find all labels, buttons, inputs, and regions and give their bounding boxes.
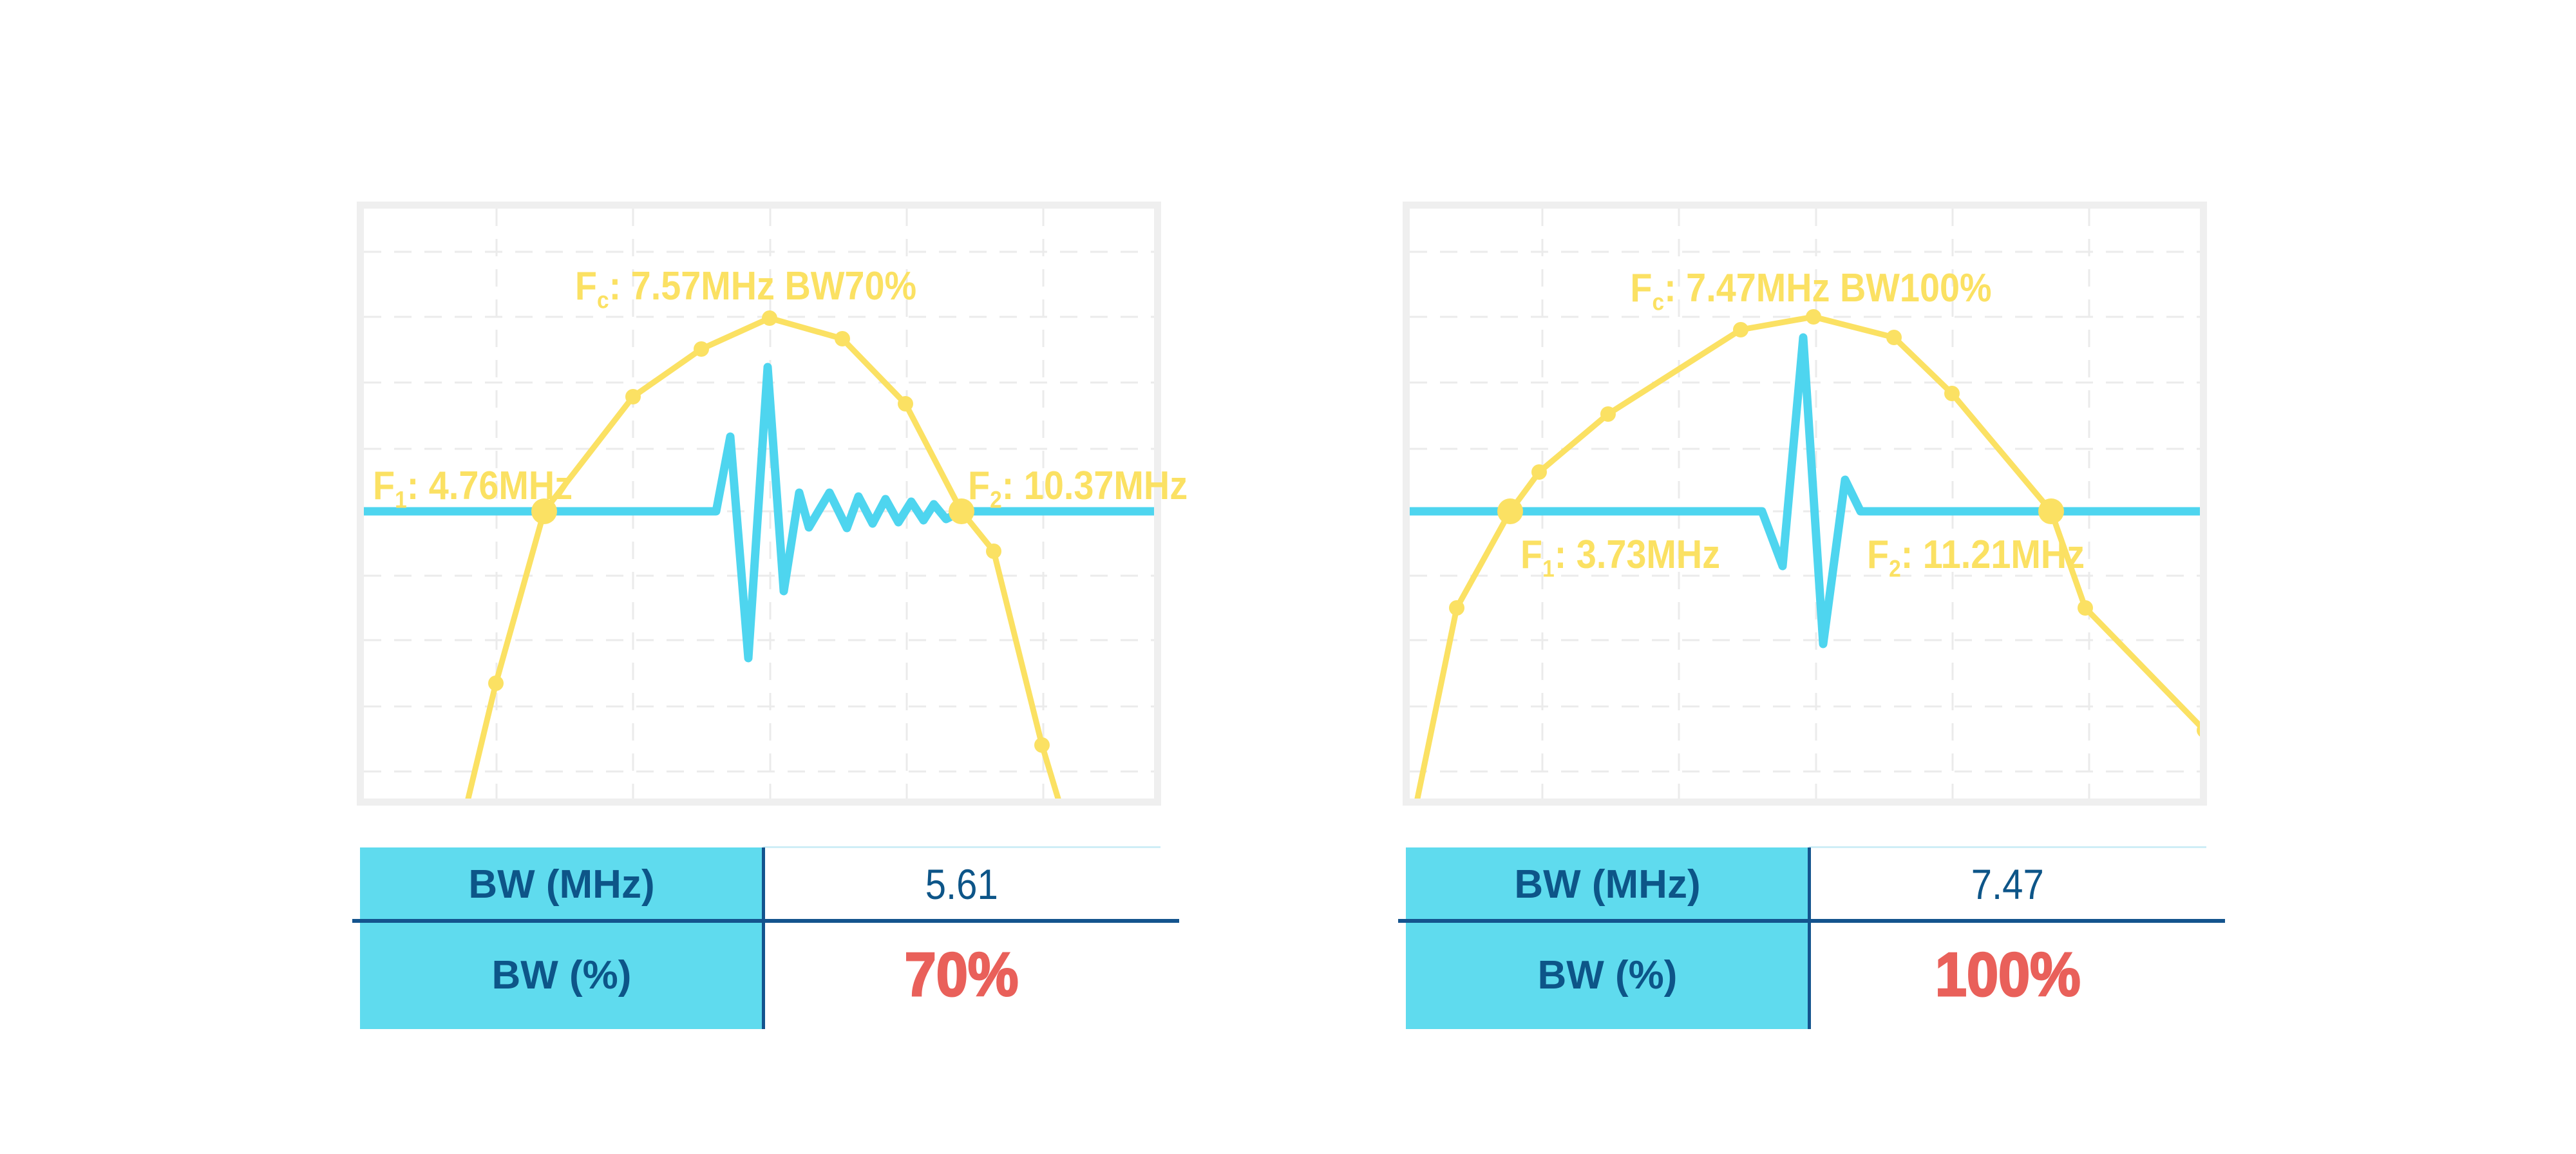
- bw-mhz-label: BW (MHz): [1514, 862, 1701, 907]
- table-column-divider: [762, 847, 765, 1029]
- chart-bw100: Fc: 7.47MHz BW100% F1: 3.73MHz F2: 11.21…: [1403, 202, 2207, 806]
- bw-mhz-label-cell: BW (MHz): [1406, 847, 1809, 921]
- bw-table-100: BW (MHz) 7.47 BW (%) 100%: [1398, 846, 2225, 1029]
- fc-label-f: F: [574, 264, 597, 308]
- f2-label-rest: : 11.21MHz: [1900, 533, 2085, 577]
- bw-pct-value: 100%: [1934, 940, 2081, 1010]
- table-column-divider: [1808, 847, 1811, 1029]
- bw-pct-value: 70%: [904, 940, 1020, 1010]
- chart-bw100-plot: [1410, 209, 2200, 799]
- f1-annotation: F1: 3.73MHz: [1520, 533, 1721, 580]
- f1-label-f: F: [1520, 533, 1543, 577]
- bw-table-70: BW (MHz) 5.61 BW (%) 70%: [352, 846, 1179, 1029]
- table-row-divider: [1398, 919, 2225, 923]
- fc-label-rest: : 7.47MHz BW100%: [1664, 266, 1992, 310]
- f2-label-sub: 2: [1889, 554, 1901, 582]
- f2-label-f: F: [968, 464, 990, 508]
- table-top-rule: [1809, 846, 2206, 848]
- f1-label-rest: : 4.76MHz: [406, 464, 573, 508]
- f1-label-rest: : 3.73MHz: [1554, 533, 1721, 577]
- table-top-rule: [763, 846, 1160, 848]
- bw-mhz-label: BW (MHz): [468, 862, 655, 907]
- bw-pct-value-cell: 70%: [763, 921, 1160, 1029]
- bw-mhz-value: 5.61: [925, 860, 999, 908]
- f1-annotation: F1: 4.76MHz: [373, 464, 573, 511]
- bw-mhz-value-cell: 7.47: [1809, 847, 2206, 921]
- bw-mhz-value: 7.47: [1971, 860, 2045, 908]
- chart-bw70: Fc: 7.57MHz BW70% F1: 4.76MHz F2: 10.37M…: [357, 202, 1188, 806]
- f2-annotation: F2: 10.37MHz: [968, 464, 1188, 511]
- f2-label-f: F: [1867, 533, 1889, 577]
- fc-label-f: F: [1630, 266, 1653, 310]
- bw-pct-label: BW (%): [491, 952, 632, 998]
- bw-pct-label: BW (%): [1537, 952, 1678, 998]
- bw-pct-value-cell: 100%: [1809, 921, 2206, 1029]
- f1-label-f: F: [373, 464, 395, 508]
- bw-pct-label-cell: BW (%): [360, 921, 763, 1029]
- f1-label-sub: 1: [395, 486, 407, 513]
- bw-mhz-value-cell: 5.61: [763, 847, 1160, 921]
- fc-annotation: Fc: 7.57MHz BW70%: [574, 264, 917, 312]
- chart-bw70-plot: [364, 209, 1154, 799]
- f2-annotation: F2: 11.21MHz: [1867, 533, 2085, 580]
- bw-mhz-label-cell: BW (MHz): [360, 847, 763, 921]
- fc-label-rest: : 7.57MHz BW70%: [609, 264, 917, 308]
- f1-label-sub: 1: [1542, 554, 1555, 582]
- f2-label-rest: : 10.37MHz: [1001, 464, 1188, 508]
- fc-label-sub: c: [1652, 288, 1665, 316]
- table-row-divider: [352, 919, 1179, 923]
- fc-label-sub: c: [596, 286, 609, 314]
- fc-annotation: Fc: 7.47MHz BW100%: [1630, 266, 1992, 314]
- f2-label-sub: 2: [990, 486, 1002, 513]
- bw-pct-label-cell: BW (%): [1406, 921, 1809, 1029]
